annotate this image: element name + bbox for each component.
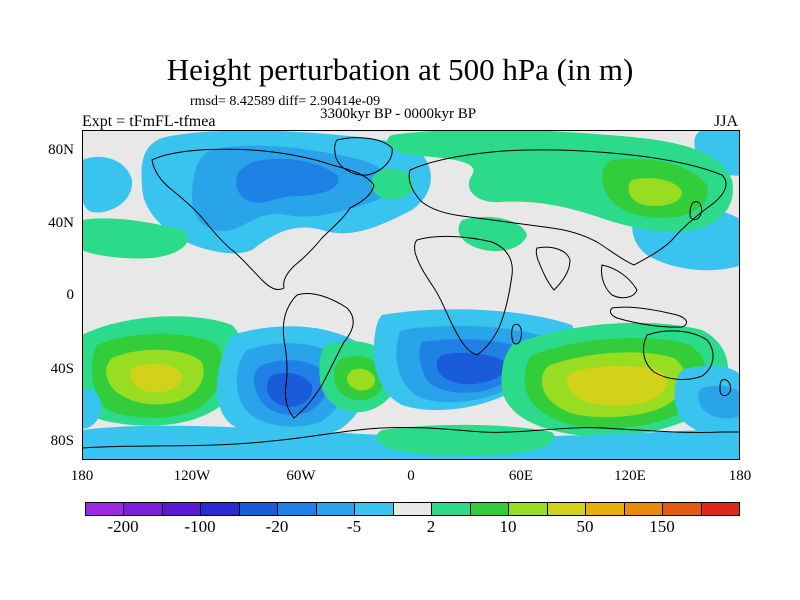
colorbar-swatch — [162, 503, 202, 515]
anomaly-pos-mediterranean — [458, 216, 527, 252]
coast-japan — [689, 201, 703, 221]
anomaly-pos-southern-ocean-core — [567, 366, 667, 406]
lon-tick-60w: 60W — [286, 468, 316, 484]
coastlines — [82, 137, 740, 449]
period-line: 3300kyr BP - 0000kyr BP — [320, 106, 477, 122]
coast-north-america — [151, 148, 375, 291]
colorbar-swatch — [355, 503, 394, 515]
colorbar-label: 10 — [499, 517, 517, 536]
anomaly-pos-antarctic-pacific — [376, 424, 555, 457]
colorbar-label: -100 — [184, 517, 216, 536]
anomaly-neg-south-east-pacific-mid — [698, 385, 740, 419]
coast-africa — [414, 235, 513, 356]
lat-tick-80n: 80N — [48, 142, 74, 158]
coast-south-america — [282, 293, 354, 419]
anomaly-pos-northeast-pacific — [82, 218, 188, 259]
anomaly-neg-west-pacific — [82, 156, 133, 213]
anomaly-neg-indian-ocean-core — [436, 352, 507, 385]
lon-tick-0: 0 — [407, 468, 415, 484]
lon-tick-60e: 60E — [508, 468, 534, 484]
anomaly-neg-far-west-south — [82, 389, 102, 429]
colorbar-swatch — [239, 503, 279, 515]
anomaly-pos-south-pacific-core — [130, 363, 182, 393]
colorbar-swatch — [701, 503, 739, 515]
coast-new-zealand — [719, 379, 731, 397]
map-panel — [82, 130, 740, 460]
colorbar-swatch — [509, 503, 548, 515]
anomaly-neg-north-america-core — [236, 158, 339, 203]
coast-eurasia — [408, 149, 727, 266]
coast-greenland — [334, 137, 393, 176]
anomaly-pos-north-atlantic — [371, 168, 413, 200]
season-label: JJA — [714, 113, 739, 130]
colorbar-swatch — [316, 503, 356, 515]
anomaly-neg-south-america-core — [267, 373, 313, 407]
colorbar-swatch — [624, 503, 664, 515]
colorbar-swatch — [586, 503, 625, 515]
colorbar-swatch — [547, 503, 587, 515]
field-layer — [82, 130, 740, 460]
colorbar-label: -20 — [265, 517, 289, 536]
anomaly-pos-eurasia-peak — [628, 178, 682, 206]
colorbar-label: -200 — [107, 517, 139, 536]
colorbar-swatch — [393, 503, 433, 515]
colorbar-swatch — [124, 503, 163, 515]
colorbar-label: 150 — [649, 517, 675, 536]
coast-antarctica — [82, 426, 740, 449]
lon-tick-120e: 120E — [614, 468, 646, 484]
coast-india — [535, 246, 571, 291]
colorbar-swatch — [278, 503, 317, 515]
lat-tick-40n: 40N — [48, 215, 74, 231]
colorbar — [85, 502, 740, 516]
colorbar-label: -5 — [346, 517, 362, 536]
lon-tick-180w: 180 — [70, 468, 94, 484]
stats-line: rmsd= 8.42589 diff= 2.90414e-09 — [190, 94, 381, 109]
colorbar-swatch — [663, 503, 702, 515]
colorbar-label: 2 — [426, 517, 436, 536]
colorbar-swatch — [470, 503, 510, 515]
map-border — [82, 130, 740, 460]
anomaly-pos-south-atlantic-peak — [346, 368, 375, 391]
lon-tick-180e: 180 — [728, 468, 752, 484]
colorbar-label: 50 — [576, 517, 594, 536]
coast-australia — [643, 330, 714, 380]
colorbar-swatch — [86, 503, 125, 515]
lat-tick-0: 0 — [66, 287, 75, 303]
chart-title: Height perturbation at 500 hPa (in m) — [166, 52, 634, 87]
lat-tick-80s: 80S — [50, 433, 74, 449]
experiment-label: Expt = tFmFL-tfmea — [82, 113, 216, 130]
colorbar-swatch — [201, 503, 240, 515]
lat-tick-40s: 40S — [50, 361, 74, 377]
lon-tick-120w: 120W — [173, 468, 211, 484]
coast-madagascar — [511, 323, 522, 345]
coast-southeast-asia — [601, 264, 638, 299]
colorbar-swatch — [432, 503, 471, 515]
coast-indonesia — [609, 306, 688, 328]
